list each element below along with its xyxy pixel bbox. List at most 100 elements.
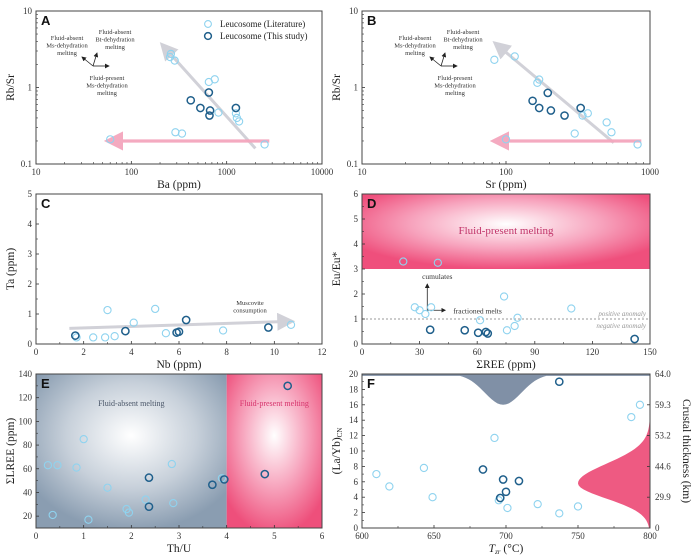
y-tick-label: 1 xyxy=(28,83,33,93)
this-study-point xyxy=(205,106,215,115)
x-tick-label: 1 xyxy=(81,531,86,541)
panel-label: E xyxy=(41,376,50,391)
ms-absent-arrow xyxy=(429,56,442,67)
this-study-point xyxy=(473,328,483,338)
y-tick-label: 4 xyxy=(354,239,359,249)
y-tick-label: 12 xyxy=(349,431,358,441)
panel-label: F xyxy=(367,376,375,391)
literature-point xyxy=(151,304,160,314)
literature-point xyxy=(570,129,579,138)
annotation-ms-present: Fluid-present Ms-dehydration melting xyxy=(434,75,476,97)
plot-frame xyxy=(361,193,651,345)
literature-point xyxy=(573,502,583,511)
literature-point xyxy=(53,461,62,470)
literature-point xyxy=(169,498,178,508)
x-tick-label: 100 xyxy=(125,167,139,177)
literature-point xyxy=(583,109,592,118)
this-study-point xyxy=(204,88,214,97)
panel-b: Fluid-absent Ms-dehydration melting Fluid-a… xyxy=(331,6,660,191)
x-axis-label: Th/U xyxy=(167,543,192,555)
x-tick-label: 10 xyxy=(32,167,42,177)
x-tick-label: 120 xyxy=(586,347,600,357)
literature-point xyxy=(210,75,219,84)
x-tick-label: 12 xyxy=(318,347,327,357)
x-tick-label: 10000 xyxy=(311,167,334,177)
bt-absent-arrow xyxy=(92,52,99,67)
this-study-point xyxy=(144,473,154,483)
literature-point xyxy=(110,332,119,341)
region-label: Fluid-present melting xyxy=(240,399,309,408)
literature-point xyxy=(177,129,187,138)
x-axis-label: Ba (ppm) xyxy=(157,179,201,191)
y-tick-label: 120 xyxy=(19,393,33,403)
literature-point xyxy=(166,49,176,59)
x-tick-label: 0 xyxy=(34,531,39,541)
positive-anomaly-label: positive anomaly xyxy=(597,310,647,318)
this-study-point xyxy=(560,111,569,120)
annotation-ms-absent: Fluid-absent Ms-dehydration melting xyxy=(394,35,436,57)
fluid-present-region xyxy=(226,374,322,528)
panel-f: 0 29.9 44.6 53.2 59.3 64.0 Crustal thickness (… xyxy=(331,369,692,556)
literature-point xyxy=(555,509,564,518)
x-axis-label: Nb (ppm) xyxy=(156,359,201,371)
plot-frame xyxy=(35,373,323,529)
this-study-point xyxy=(70,331,80,340)
bt-absent-arrow xyxy=(440,52,447,67)
literature-point xyxy=(567,304,576,313)
literature-point xyxy=(141,495,150,504)
literature-point xyxy=(214,108,223,117)
literature-point xyxy=(385,482,394,491)
region-label: Fluid-absent melting xyxy=(98,399,164,408)
x-tick-label: 5 xyxy=(272,531,277,541)
gray-trend-arrow xyxy=(69,312,296,331)
y-tick-label: 0 xyxy=(354,523,359,533)
literature-point xyxy=(161,329,171,338)
x-tick-label: 700 xyxy=(499,531,513,541)
x-tick-label: 800 xyxy=(643,531,657,541)
y-tick-label: 140 xyxy=(19,369,33,379)
plot-frame xyxy=(35,10,323,165)
literature-point xyxy=(499,292,509,301)
this-study-point xyxy=(495,493,505,503)
legend-literature-marker xyxy=(204,20,212,28)
x-tick-label: 8 xyxy=(224,347,229,357)
y-tick-label: 8 xyxy=(354,461,359,471)
this-study-point xyxy=(514,476,524,486)
literature-point xyxy=(103,483,112,492)
y-axis-label: Rb/Sr xyxy=(331,74,343,101)
panel-label: D xyxy=(367,196,376,211)
panel-label: B xyxy=(367,13,376,28)
this-study-point xyxy=(208,480,217,490)
literature-point xyxy=(218,326,228,335)
x-tick-label: 1000 xyxy=(218,167,237,177)
this-study-point xyxy=(554,377,564,387)
legend-this-study-marker xyxy=(203,31,213,41)
x-tick-label: 6 xyxy=(177,347,182,357)
literature-point xyxy=(100,333,110,342)
legend-literature-label: Leucosome (Literature) xyxy=(220,19,305,29)
this-study-point xyxy=(478,465,488,474)
y-tick-label: 0.1 xyxy=(21,159,32,169)
y-tick-label: 10 xyxy=(349,6,359,16)
x-tick-label: 650 xyxy=(427,531,441,541)
literature-point xyxy=(501,135,511,144)
literature-point xyxy=(635,400,645,409)
y-tick-label: 10 xyxy=(349,446,359,456)
literature-point xyxy=(510,321,519,331)
right-tick-label: 64.0 xyxy=(655,369,671,379)
y-axis-label: ΣLREE (ppm) xyxy=(5,418,17,485)
panel-label: A xyxy=(41,13,51,28)
this-study-point xyxy=(546,106,556,115)
x-tick-label: 2 xyxy=(129,531,134,541)
literature-point xyxy=(399,257,408,266)
y-tick-label: 60 xyxy=(23,464,33,474)
literature-point xyxy=(372,469,381,479)
y-tick-label: 6 xyxy=(354,477,359,487)
x-tick-label: 30 xyxy=(415,347,425,357)
literature-point xyxy=(415,306,424,315)
plot-frame xyxy=(361,373,651,529)
annotation-bt-absent: Fluid-absent Bt-dehydration melting xyxy=(443,29,483,51)
gray-distribution-curve xyxy=(362,374,650,405)
this-study-point xyxy=(174,327,184,337)
x-tick-label: 1000 xyxy=(641,167,660,177)
